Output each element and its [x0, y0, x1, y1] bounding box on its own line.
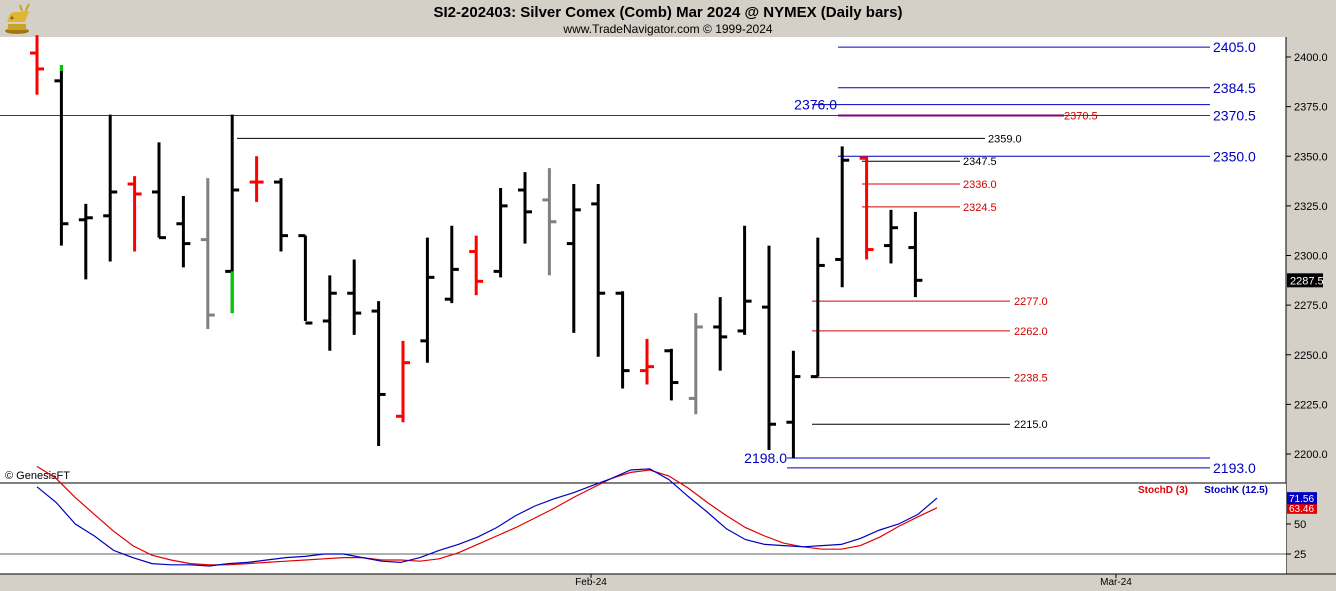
y-axis-tick-label: 2200.0	[1294, 449, 1328, 461]
ohlc-bar	[274, 178, 288, 252]
level-label: 2370.5	[1064, 111, 1098, 123]
ohlc-bar	[615, 291, 630, 389]
ohlc-bar	[884, 209, 898, 264]
chart-subtitle: www.TradeNavigator.com © 1999-2024	[562, 22, 772, 36]
ohlc-bar	[664, 348, 679, 401]
ohlc-bar	[347, 259, 362, 335]
level-label: 2405.0	[1213, 39, 1256, 55]
ohlc-bar	[493, 188, 508, 278]
price-axis: 2200.0 2225.0 2250.0 2275.0 2300.0 2325.0 2350…	[1286, 52, 1328, 461]
y-axis-tick-label: 2275.0	[1294, 300, 1328, 312]
ohlc-bar	[322, 275, 337, 351]
level-label: 2347.5	[963, 156, 997, 168]
y-axis-tick-label: 2225.0	[1294, 399, 1328, 411]
stoch-axis-tick-label: 25	[1294, 549, 1306, 561]
stoch-line-k	[36, 468, 938, 567]
ohlc-bar	[371, 301, 386, 447]
y-axis-tick-label: 2250.0	[1294, 350, 1328, 362]
ohlc-bar	[908, 211, 923, 298]
stoch-last-label: 63.46	[1289, 504, 1314, 515]
ohlc-bar	[591, 184, 606, 357]
ohlc-bar	[518, 172, 532, 244]
y-axis-tick-label: 2375.0	[1294, 102, 1328, 114]
last-price-tag	[1287, 273, 1323, 288]
ohlc-bar	[78, 203, 93, 280]
legend-stochd: StochD (3)	[1138, 485, 1188, 496]
y-axis-tick-label: 2325.0	[1294, 201, 1328, 213]
price-bars	[30, 35, 923, 458]
last-price-label: 2287.5	[1290, 275, 1324, 287]
ohlc-bar	[469, 235, 484, 296]
ohlc-bar	[859, 156, 874, 260]
ohlc-bar	[737, 225, 752, 335]
ohlc-bar	[835, 146, 850, 288]
stoch-last-tag	[1287, 492, 1317, 505]
ohlc-bar	[640, 338, 654, 385]
ohlc-bar	[396, 340, 410, 423]
stoch-line-d	[36, 465, 938, 566]
legend-stochk: StochK (12.5)	[1204, 485, 1268, 496]
ohlc-bar	[566, 184, 581, 333]
ohlc-bar	[200, 178, 215, 329]
stochastic-panel	[0, 483, 1286, 574]
ohlc-bar	[762, 245, 776, 451]
golden-bull-statue-icon	[5, 3, 30, 34]
x-axis-tick-label: Feb-24	[575, 577, 607, 588]
stochastic-lines	[36, 465, 938, 567]
x-axis: Feb-24 Mar-24	[575, 574, 1132, 588]
ohlc-bar	[420, 237, 435, 363]
level-label: 2193.0	[1213, 460, 1256, 476]
level-label: 2215.0	[1014, 419, 1048, 431]
ohlc-bar	[103, 114, 118, 262]
ohlc-bar	[30, 35, 44, 95]
ohlc-bar	[786, 350, 801, 458]
ohlc-bar	[127, 176, 142, 252]
ohlc-bar	[542, 168, 557, 276]
level-label: 2198.0	[744, 450, 787, 466]
stoch-axis-tick-label: 50	[1294, 519, 1306, 531]
level-label: 2324.5	[963, 202, 997, 214]
watermark: © GenesisFT	[5, 470, 70, 482]
level-label: 2262.0	[1014, 326, 1048, 338]
ohlc-bar	[152, 142, 166, 240]
ohlc-bar	[688, 313, 703, 415]
chart-title: SI2-202403: Silver Comex (Comb) Mar 2024…	[434, 4, 903, 21]
ohlc-bar	[249, 156, 264, 202]
level-label: 2359.0	[988, 133, 1022, 145]
level-label: 2370.5	[1213, 108, 1256, 124]
price-panel	[0, 37, 1286, 483]
ohlc-bar	[444, 225, 459, 304]
level-label: 2238.5	[1014, 373, 1048, 385]
ohlc-bar	[54, 64, 69, 246]
stoch-last-label: 71.56	[1289, 494, 1314, 505]
ohlc-bar	[298, 234, 313, 325]
level-label: 2350.0	[1213, 148, 1256, 164]
price-levels: 2405.0 2384.5 2376.0 2370.5 2370.5 2359.0 2350…	[0, 39, 1256, 476]
header-background	[0, 0, 1336, 37]
level-label: 2376.0	[794, 97, 837, 113]
stoch-last-tag	[1287, 501, 1317, 514]
y-axis-tick-label: 2300.0	[1294, 251, 1328, 263]
ohlc-bar	[810, 237, 825, 379]
level-label: 2336.0	[963, 179, 997, 191]
level-label: 2384.5	[1213, 80, 1256, 96]
ohlc-bar	[176, 195, 191, 268]
level-label: 2277.0	[1014, 296, 1048, 308]
ohlc-bar	[713, 297, 728, 371]
y-axis-tick-label: 2400.0	[1294, 52, 1328, 64]
y-axis-tick-label: 2350.0	[1294, 151, 1328, 163]
ohlc-bar	[225, 114, 240, 314]
x-axis-tick-label: Mar-24	[1100, 577, 1132, 588]
